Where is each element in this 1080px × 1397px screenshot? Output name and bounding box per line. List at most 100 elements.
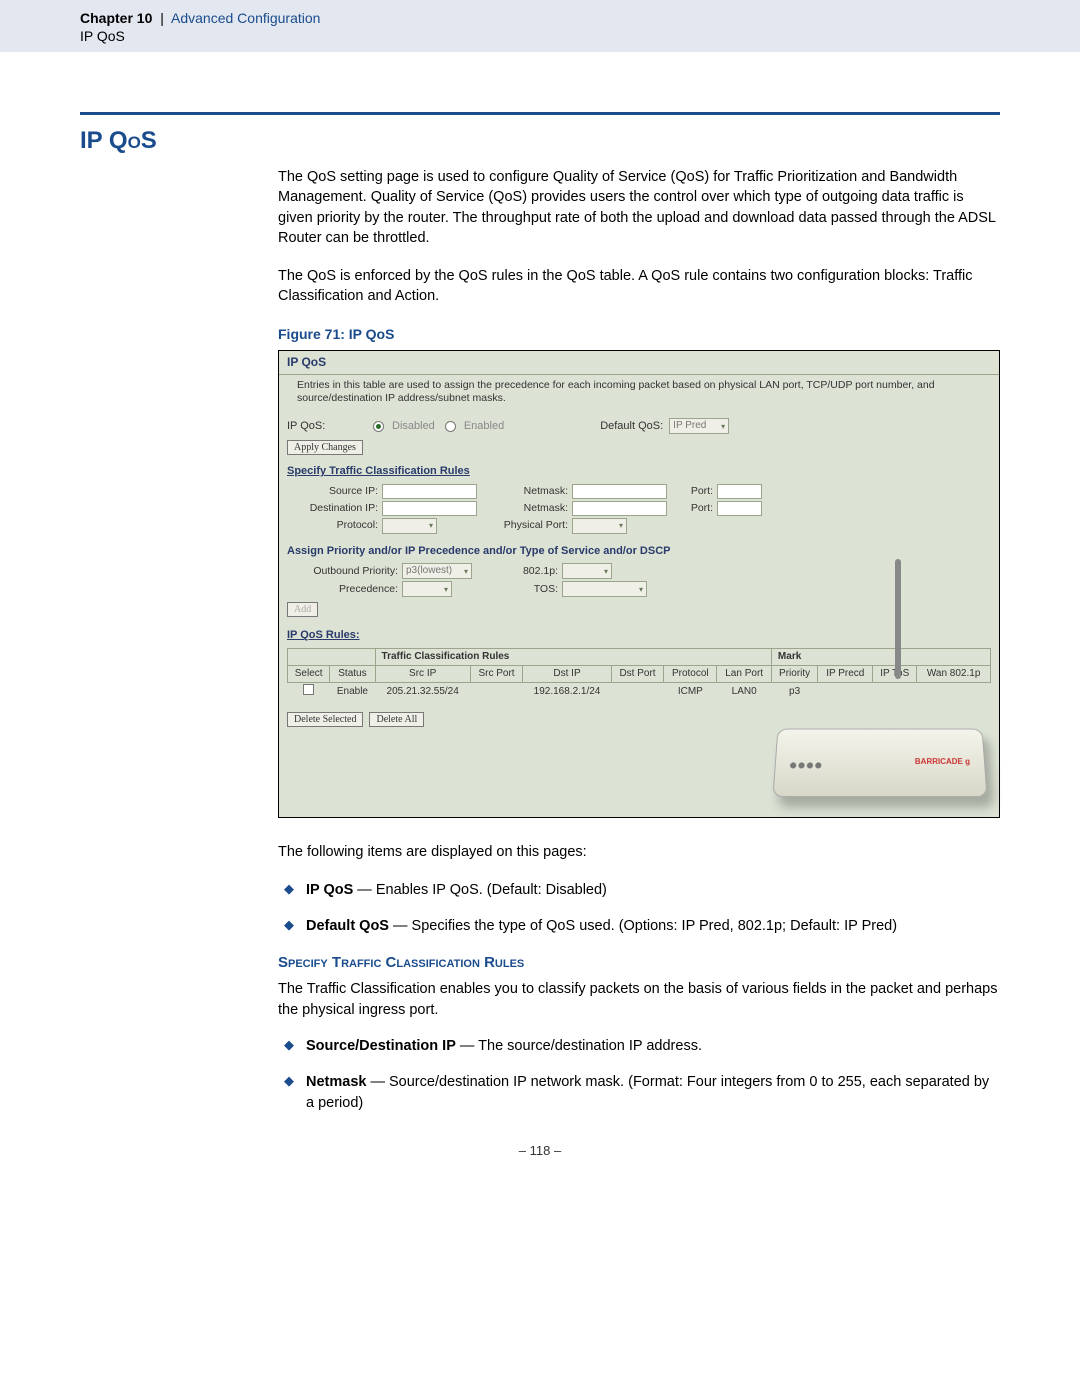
subsection-bullets: Source/Destination IP — The source/desti… (278, 1036, 1000, 1113)
router-body: BARRICADE g (772, 728, 987, 797)
delete-selected-button[interactable]: Delete Selected (287, 712, 363, 727)
col-srcport: Src Port (470, 665, 522, 682)
outbound-priority-select[interactable]: p3(lowest) ▾ (402, 563, 472, 579)
default-qos-label: Default QoS: (600, 419, 663, 434)
8021p-select[interactable]: ▾ (562, 563, 612, 579)
subsection-title: Specify Traffic Classification Rules (278, 952, 1000, 973)
list-item: Default QoS — Specifies the type of QoS … (278, 916, 1000, 936)
classification-form: Source IP: Netmask: Port: Destination IP… (279, 482, 999, 536)
chevron-down-icon: ▾ (429, 520, 433, 531)
item-term: Default QoS (306, 918, 389, 934)
item-desc: — The source/destination IP address. (456, 1038, 702, 1054)
outbound-priority-value: p3(lowest) (406, 564, 452, 578)
precedence-select[interactable]: ▾ (402, 581, 452, 597)
cell-srcip: 205.21.32.55/24 (375, 682, 470, 701)
panel-title: IP QoS (279, 351, 999, 375)
destination-ip-input[interactable] (382, 501, 477, 516)
radio-disabled-label: Disabled (392, 419, 435, 434)
item-desc: — Enables IP QoS. (Default: Disabled) (353, 882, 607, 898)
classification-heading: Specify Traffic Classification Rules (279, 458, 999, 481)
source-ip-label: Source IP: (287, 484, 382, 499)
netmask-label-1: Netmask: (482, 484, 572, 499)
separator: | (160, 10, 164, 26)
table-group-classification: Traffic Classification Rules (375, 648, 771, 665)
cell-dstport (611, 682, 663, 701)
precedence-label: Precedence: (287, 582, 402, 597)
item-term: Source/Destination IP (306, 1038, 456, 1054)
dst-port-label: Port: (672, 501, 717, 516)
chevron-down-icon: ▾ (721, 421, 725, 432)
cell-lanport: LAN0 (717, 682, 772, 701)
destination-netmask-input[interactable] (572, 501, 667, 516)
default-qos-select[interactable]: IP Pred ▾ (669, 418, 729, 434)
tos-label: TOS: (482, 582, 562, 597)
cell-status: Enable (330, 682, 375, 701)
header-subtitle: IP QoS (80, 28, 1080, 44)
col-dstport: Dst Port (611, 665, 663, 682)
radio-enabled-label: Enabled (464, 419, 504, 434)
src-port-label: Port: (672, 484, 717, 499)
section-rule (80, 112, 1000, 115)
radio-enabled[interactable] (445, 421, 456, 432)
physical-port-select[interactable]: ▾ (572, 518, 627, 534)
list-item: Netmask — Source/destination IP network … (278, 1072, 1000, 1113)
item-desc: — Specifies the type of QoS used. (Optio… (389, 918, 897, 934)
source-netmask-input[interactable] (572, 484, 667, 499)
item-term: IP QoS (306, 882, 353, 898)
cell-protocol: ICMP (664, 682, 717, 701)
figure-caption: Figure 71: IP QoS (278, 325, 1000, 345)
ip-qos-screenshot: IP QoS Entries in this table are used to… (278, 350, 1000, 817)
outbound-priority-label: Outbound Priority: (287, 564, 402, 579)
router-antenna (895, 559, 901, 679)
page-number: – 118 – (80, 1143, 1000, 1158)
chapter-title: Advanced Configuration (171, 10, 320, 26)
router-image: BARRICADE g (775, 639, 985, 809)
source-port-input[interactable] (717, 484, 762, 499)
col-status: Status (330, 665, 375, 682)
intro-para-2: The QoS is enforced by the QoS rules in … (278, 266, 1000, 307)
col-select: Select (288, 665, 330, 682)
row-checkbox[interactable] (303, 684, 314, 695)
radio-disabled[interactable] (373, 421, 384, 432)
chevron-down-icon: ▾ (639, 584, 643, 595)
assign-heading: Assign Priority and/or IP Precedence and… (279, 536, 999, 561)
netmask-label-2: Netmask: (482, 501, 572, 516)
destination-port-input[interactable] (717, 501, 762, 516)
chevron-down-icon: ▾ (619, 520, 623, 531)
cell-dstip: 192.168.2.1/24 (523, 682, 612, 701)
col-lanport: Lan Port (717, 665, 772, 682)
cell-srcport (470, 682, 522, 701)
col-protocol: Protocol (664, 665, 717, 682)
subsection-intro: The Traffic Classification enables you t… (278, 979, 1000, 1020)
chapter-label: Chapter 10 (80, 10, 152, 26)
destination-ip-label: Destination IP: (287, 501, 382, 516)
chevron-down-icon: ▾ (444, 584, 448, 595)
items-intro: The following items are displayed on thi… (278, 842, 1000, 862)
list-item: Source/Destination IP — The source/desti… (278, 1036, 1000, 1056)
items-list: IP QoS — Enables IP QoS. (Default: Disab… (278, 880, 1000, 937)
chevron-down-icon: ▾ (464, 566, 468, 577)
router-brand-label: BARRICADE g (915, 756, 971, 767)
col-srcip: Src IP (375, 665, 470, 682)
ipqos-label: IP QoS: (287, 419, 367, 434)
tos-select[interactable]: ▾ (562, 581, 647, 597)
protocol-select[interactable]: ▾ (382, 518, 437, 534)
delete-all-button[interactable]: Delete All (369, 712, 424, 727)
add-button[interactable]: Add (287, 602, 318, 617)
panel-description: Entries in this table are used to assign… (279, 375, 999, 415)
list-item: IP QoS — Enables IP QoS. (Default: Disab… (278, 880, 1000, 900)
item-desc: — Source/destination IP network mask. (F… (306, 1074, 989, 1110)
page-header: Chapter 10 | Advanced Configuration IP Q… (0, 0, 1080, 52)
protocol-label: Protocol: (287, 518, 382, 533)
physical-port-label: Physical Port: (482, 518, 572, 533)
source-ip-input[interactable] (382, 484, 477, 499)
section-title: IP QoS (80, 127, 1000, 155)
chevron-down-icon: ▾ (604, 566, 608, 577)
item-term: Netmask (306, 1074, 366, 1090)
apply-changes-button[interactable]: Apply Changes (287, 440, 363, 455)
assign-form: Outbound Priority: p3(lowest) ▾ 802.1p: … (279, 561, 999, 599)
default-qos-value: IP Pred (673, 419, 706, 433)
intro-para-1: The QoS setting page is used to configur… (278, 167, 1000, 248)
col-dstip: Dst IP (523, 665, 612, 682)
8021p-label: 802.1p: (482, 564, 562, 579)
